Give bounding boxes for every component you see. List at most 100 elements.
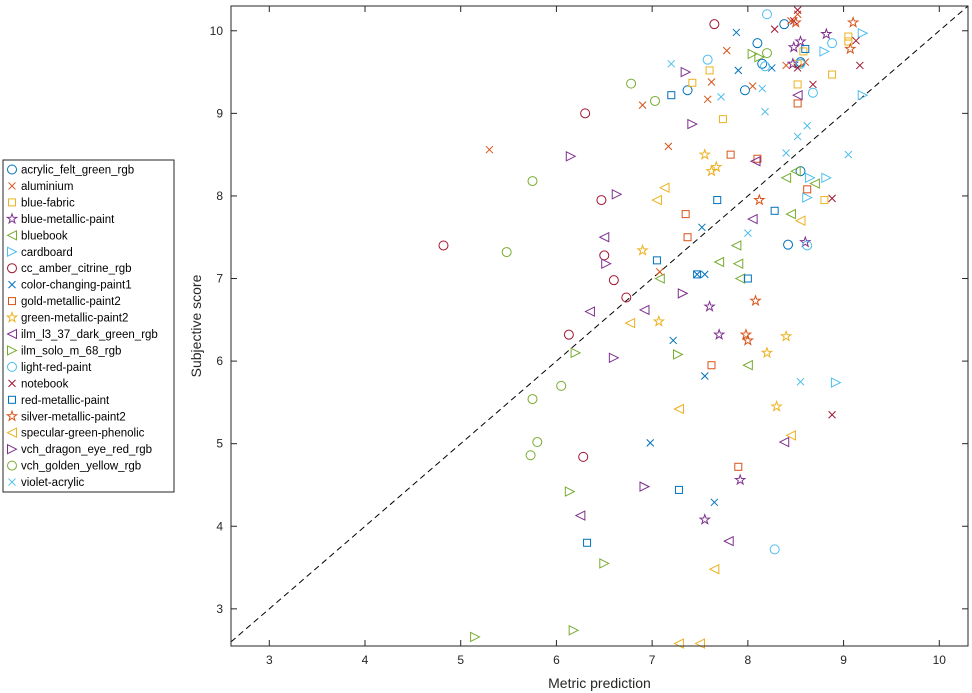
data-point bbox=[700, 372, 709, 380]
data-point bbox=[658, 182, 670, 193]
y-tick-label: 10 bbox=[210, 24, 224, 38]
data-point bbox=[652, 256, 661, 265]
data-point bbox=[580, 108, 591, 119]
data-point bbox=[723, 535, 734, 547]
data-point bbox=[713, 196, 722, 205]
legend-item: blue-fabric bbox=[8, 197, 75, 209]
data-point bbox=[693, 270, 702, 279]
data-point bbox=[803, 185, 812, 194]
series-ilm_solo_m_68_rgb bbox=[470, 48, 765, 643]
data-point bbox=[527, 176, 538, 187]
data-point bbox=[713, 256, 725, 268]
legend-marker bbox=[7, 460, 17, 471]
plot-area-frame bbox=[230, 5, 969, 647]
data-point bbox=[608, 352, 620, 364]
legend-box bbox=[2, 159, 175, 493]
data-point bbox=[769, 544, 780, 555]
x-tick-label: 10 bbox=[933, 653, 947, 667]
legend-item: aluminium bbox=[8, 181, 73, 193]
legend-label: color-changing-paint1 bbox=[21, 280, 132, 292]
data-point bbox=[583, 538, 592, 547]
series-cardboard bbox=[802, 27, 869, 388]
data-point bbox=[707, 78, 716, 86]
data-point bbox=[621, 292, 632, 303]
legend-item: gold-metallic-paint2 bbox=[8, 296, 121, 308]
legend-item: cardboard bbox=[7, 246, 73, 259]
series-notebook bbox=[770, 6, 864, 419]
data-point bbox=[651, 194, 662, 206]
data-point bbox=[646, 438, 655, 447]
data-point bbox=[638, 304, 650, 316]
legend-label: cardboard bbox=[21, 247, 73, 259]
data-point bbox=[844, 42, 857, 55]
legend-marker bbox=[7, 263, 17, 274]
legend-label: blue-fabric bbox=[21, 197, 75, 209]
legend-marker bbox=[8, 379, 16, 388]
data-point bbox=[827, 38, 838, 49]
data-point bbox=[761, 107, 769, 116]
data-point bbox=[733, 473, 747, 486]
legend-item: ilm_solo_m_68_rgb bbox=[7, 345, 121, 357]
legend-item: specular-green-phenolic bbox=[6, 427, 145, 440]
data-point bbox=[712, 328, 726, 340]
legend-label: violet-acrylic bbox=[21, 477, 85, 489]
data-point bbox=[793, 80, 802, 89]
legend-item: ilm_l3_37_dark_green_rgb bbox=[6, 328, 158, 341]
data-point bbox=[799, 235, 812, 248]
data-point bbox=[732, 258, 744, 269]
data-point bbox=[793, 6, 802, 14]
data-point bbox=[805, 172, 816, 184]
y-tick-label: 4 bbox=[216, 519, 223, 533]
data-point bbox=[785, 208, 796, 220]
data-point bbox=[796, 377, 805, 386]
legend-label: red-metallic-paint bbox=[21, 395, 110, 407]
y-axis-label: Subjective score bbox=[188, 274, 204, 377]
y-tick-label: 9 bbox=[216, 106, 223, 120]
data-point bbox=[664, 142, 673, 151]
data-point bbox=[556, 380, 567, 391]
legend-label: blue-metallic-paint bbox=[21, 214, 115, 226]
data-point bbox=[793, 132, 802, 141]
data-point bbox=[749, 294, 762, 307]
data-point bbox=[639, 481, 651, 492]
data-point bbox=[698, 148, 711, 160]
data-point bbox=[748, 82, 757, 90]
data-point bbox=[667, 91, 676, 100]
legend-label: green-metallic-paint2 bbox=[21, 313, 128, 325]
legend-marker bbox=[5, 212, 19, 225]
data-point bbox=[782, 149, 790, 157]
data-point bbox=[734, 462, 743, 471]
axis-ticks-layer: 3 4 5 6 7 8 9 10 3 4 5 6 7 8 9 10 bbox=[210, 6, 968, 667]
data-points-layer bbox=[438, 6, 869, 649]
data-point bbox=[852, 36, 860, 45]
data-point bbox=[802, 192, 813, 203]
data-point bbox=[726, 150, 735, 159]
data-point bbox=[470, 631, 481, 643]
data-point bbox=[778, 436, 790, 448]
data-point bbox=[710, 160, 723, 173]
legend-marker bbox=[6, 328, 17, 340]
x-tick-label: 3 bbox=[266, 653, 273, 667]
legend-item: acrylic_felt_green_rgb bbox=[7, 164, 134, 177]
data-point bbox=[655, 268, 664, 276]
data-point bbox=[809, 80, 817, 89]
data-point bbox=[674, 485, 683, 494]
data-point bbox=[578, 451, 589, 462]
data-point bbox=[574, 510, 586, 521]
series-green-metallic-paint2 bbox=[636, 148, 793, 412]
data-point bbox=[667, 59, 676, 68]
series-red-metallic-paint bbox=[583, 44, 810, 547]
data-point bbox=[732, 28, 741, 37]
data-point bbox=[801, 44, 810, 53]
data-point bbox=[794, 34, 807, 47]
series-blue-metallic-paint bbox=[698, 27, 833, 525]
y-tick-label: 7 bbox=[216, 272, 223, 286]
data-point bbox=[828, 410, 836, 419]
data-point bbox=[739, 328, 753, 340]
data-point bbox=[855, 61, 864, 70]
data-point bbox=[611, 188, 623, 200]
data-point bbox=[749, 155, 761, 167]
data-point bbox=[779, 19, 790, 30]
data-point bbox=[757, 58, 768, 69]
data-point bbox=[680, 66, 692, 78]
